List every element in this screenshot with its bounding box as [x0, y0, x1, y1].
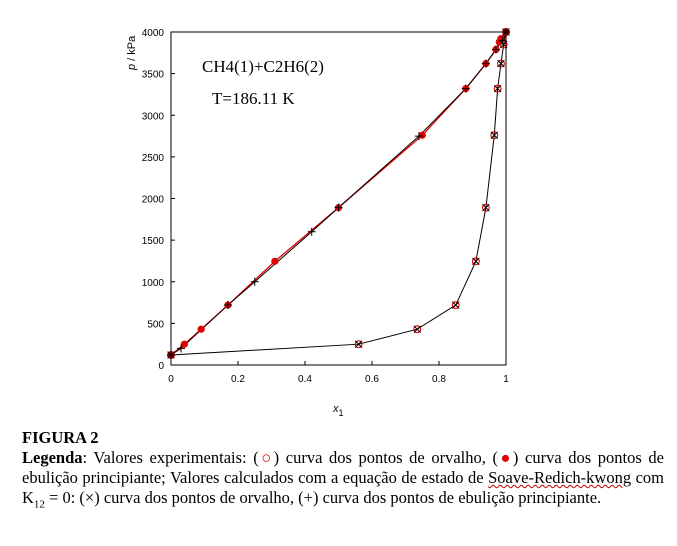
y-tick-label: 3000	[142, 111, 165, 122]
bubble-point-exp-marker	[418, 131, 426, 139]
caption-text-1: : Valores experimentais: (	[82, 448, 259, 467]
figure-caption: FIGURA 2 Legenda: Valores experimentais:…	[22, 428, 664, 514]
bubble-point-exp-marker	[197, 325, 205, 333]
caption-text-3: ) curva dos pontos de ebulição principia…	[22, 448, 664, 487]
x-tick-label: 0.6	[365, 374, 379, 385]
dew-point-calc-marker	[413, 325, 421, 333]
caption-text-5: = 0: (×) curva dos pontos de orvalho, (+…	[44, 488, 602, 507]
y-tick-label: 2500	[142, 153, 165, 164]
bubble-point-calc-marker	[461, 84, 470, 93]
y-axis-label: p / kPa	[126, 35, 138, 71]
dew-point-calc-marker	[482, 203, 490, 212]
x-tick-label: 0	[168, 374, 174, 385]
y-tick-label: 1500	[142, 236, 165, 247]
y-tick-label: 2000	[142, 195, 165, 206]
bubble-point-calc-marker	[502, 28, 510, 36]
bubble-point-calc-marker	[177, 344, 186, 353]
dew-point-exp-marker	[413, 325, 422, 334]
dew-point-calc-marker	[472, 257, 480, 266]
bubble-point-exp-marker	[271, 257, 279, 265]
plot-frame	[170, 31, 507, 366]
calculated-curve-line	[170, 31, 507, 356]
dew-point-exp-marker	[493, 84, 502, 93]
bubble-point-calc-marker	[167, 351, 175, 360]
eos-name: Soave-Redich-kwong	[488, 468, 632, 487]
dew-point-calc-marker	[451, 301, 460, 309]
phase-diagram-chart: 0 0.2 0.4 0.6 0.8 1 0 500 1000 1500 2000 2500 3000 3…	[126, 28, 510, 418]
bubble-point-calc-marker	[307, 227, 316, 236]
dew-point-calc-marker	[493, 84, 502, 93]
figure-label: FIGURA 2	[22, 428, 99, 447]
experimental-bubble-line	[170, 31, 507, 356]
calculated-curve-line	[170, 31, 507, 356]
dew-point-exp-marker	[490, 131, 499, 140]
x-tick-label: 0.2	[231, 374, 245, 385]
dew-point-exp-marker	[481, 203, 490, 212]
bubble-point-calc-marker	[491, 45, 500, 54]
bubble-point-calc-marker	[481, 59, 490, 68]
caption-text-2: ) curva dos pontos de orvalho, (	[273, 448, 498, 467]
dew-point-calc-marker	[499, 40, 508, 49]
dew-point-exp-marker	[497, 59, 505, 68]
bubble-point-calc-marker	[223, 301, 232, 310]
y-tick-label: 4000	[142, 28, 165, 39]
x-tick-label: 0.8	[432, 374, 446, 385]
dew-point-calc-marker	[497, 59, 505, 68]
chart-annotation-temperature: T=186.11 K	[212, 89, 295, 108]
chart-annotation-system: CH4(1)+C2H6(2)	[202, 57, 324, 76]
bubble-point-exp-marker	[180, 340, 188, 348]
x-axis-label: x1	[332, 403, 344, 418]
dew-point-calc-marker	[354, 340, 363, 348]
x-axis-ticks: 0 0.2 0.4 0.6 0.8 1	[168, 361, 509, 385]
open-circle-symbol: ○	[258, 448, 274, 467]
legend-label: Legenda	[22, 448, 83, 467]
bubble-point-calc-marker	[334, 203, 343, 212]
filled-dot-symbol: ●	[497, 448, 513, 467]
y-tick-label: 3500	[142, 70, 165, 81]
dew-point-calc-marker	[490, 131, 499, 139]
bubble-point-calc-marker	[414, 132, 423, 141]
dew-point-exp-marker	[451, 301, 460, 310]
y-axis-ticks: 0 500 1000 1500 2000 2500 3000 3500 4000	[142, 28, 175, 372]
y-tick-label: 1000	[142, 278, 165, 289]
x-tick-label: 0.4	[298, 374, 312, 385]
x-tick-label: 1	[503, 374, 509, 385]
dew-point-exp-marker	[354, 340, 363, 349]
y-tick-label: 0	[158, 361, 164, 372]
caption-text-4: com K	[22, 468, 664, 507]
series-lines	[170, 31, 507, 356]
y-tick-label: 500	[147, 319, 164, 330]
k-subscript: 12	[33, 498, 45, 511]
bubble-point-calc-marker	[250, 277, 259, 286]
bubble-point-calc-marker	[498, 36, 507, 45]
series-markers	[167, 28, 510, 360]
dew-point-exp-marker	[471, 257, 480, 266]
